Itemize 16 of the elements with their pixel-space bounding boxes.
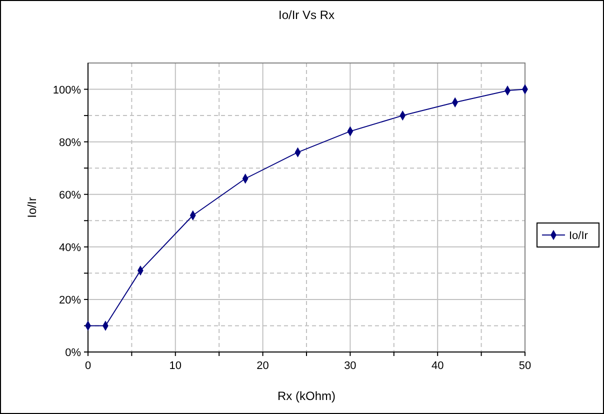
y-tick-label: 40% xyxy=(58,242,82,254)
x-tick-label: 40 xyxy=(431,360,444,372)
legend-label: Io/Ir xyxy=(569,230,588,242)
y-tick-label: 80% xyxy=(58,136,82,149)
x-tick-label: 10 xyxy=(169,360,182,372)
x-tick-label: 30 xyxy=(344,360,356,372)
chart-title: Io/Ir Vs Rx xyxy=(278,8,335,22)
y-tick-label: 20% xyxy=(58,294,82,306)
y-tick-label: 60% xyxy=(58,189,82,202)
x-tick-label: 0 xyxy=(84,360,92,372)
x-tick-label: 20 xyxy=(256,360,269,372)
y-axis-title: Io/Ir xyxy=(25,197,39,218)
y-tick-label: 100% xyxy=(52,84,82,96)
x-axis-title: Rx (kOhm) xyxy=(278,389,336,403)
y-tick-label: 0% xyxy=(65,347,82,359)
x-tick-label: 50 xyxy=(518,360,532,372)
